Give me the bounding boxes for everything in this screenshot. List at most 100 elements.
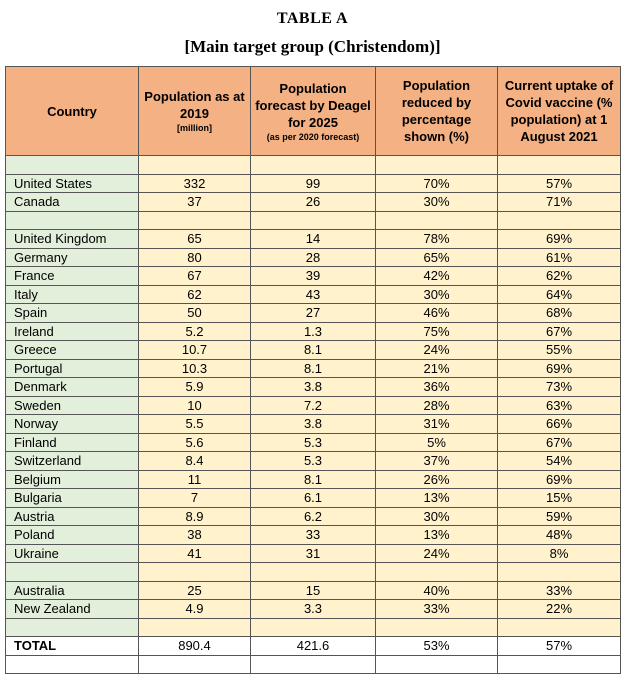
cell: 4.9 [138, 599, 251, 619]
table-row: Ukraine 41 31 24% 8% [5, 543, 621, 563]
cell: 65% [375, 247, 498, 267]
row-label: Bulgaria [5, 488, 139, 508]
cell: 24% [375, 543, 498, 563]
header-label: Population as at 2019 [144, 89, 245, 121]
cell: 15% [497, 488, 621, 508]
total-row: TOTAL 890.4 421.6 53% 57% [5, 636, 621, 656]
blank-cell [250, 210, 376, 230]
blank-cell [497, 654, 621, 674]
cell: 332 [138, 173, 251, 193]
cell: 37% [375, 451, 498, 471]
header-label: Population reduced by percentage shown (… [401, 78, 472, 144]
table-row: Canada 37 26 30% 71% [5, 192, 621, 212]
cell: 8.4 [138, 451, 251, 471]
row-label: Norway [5, 414, 139, 434]
cell: 68% [497, 303, 621, 323]
table-row: Australia 25 15 40% 33% [5, 580, 621, 600]
cell: 13% [375, 488, 498, 508]
table-row: United Kingdom 65 14 78% 69% [5, 229, 621, 249]
table-row: Finland 5.6 5.3 5% 67% [5, 432, 621, 452]
cell: 64% [497, 284, 621, 304]
blank-cell [5, 617, 139, 637]
cell: 38 [138, 525, 251, 545]
cell: 25 [138, 580, 251, 600]
cell: 3.8 [250, 377, 376, 397]
column-header: Population forecast by Deagel for 2025 (a… [250, 66, 376, 156]
blank-cell [138, 155, 251, 175]
header-label: Current uptake of Covid vaccine (% popul… [504, 78, 614, 144]
cell: 31 [250, 543, 376, 563]
cell: 13% [375, 525, 498, 545]
cell: 3.8 [250, 414, 376, 434]
cell: 27 [250, 303, 376, 323]
blank-row [5, 155, 621, 175]
blank-cell [250, 617, 376, 637]
header-label: Population forecast by Deagel for 2025 [255, 80, 371, 130]
blank-cell [375, 654, 498, 674]
cell: 41 [138, 543, 251, 563]
row-label: Greece [5, 340, 139, 360]
cell: 75% [375, 321, 498, 341]
cell: 26% [375, 469, 498, 489]
cell: 1.3 [250, 321, 376, 341]
blank-cell [138, 617, 251, 637]
table-row: New Zealand 4.9 3.3 33% 22% [5, 599, 621, 619]
blank-cell [250, 654, 376, 674]
cell: 11 [138, 469, 251, 489]
blank-cell [250, 562, 376, 582]
row-label: Finland [5, 432, 139, 452]
table-row: Denmark 5.9 3.8 36% 73% [5, 377, 621, 397]
cell: 69% [497, 358, 621, 378]
blank-cell [5, 654, 139, 674]
cell: 421.6 [250, 636, 376, 656]
cell: 15 [250, 580, 376, 600]
cell: 54% [497, 451, 621, 471]
blank-row [5, 562, 621, 582]
row-label: United Kingdom [5, 229, 139, 249]
cell: 7 [138, 488, 251, 508]
row-label: Italy [5, 284, 139, 304]
table-row: Greece 10.7 8.1 24% 55% [5, 340, 621, 360]
cell: 7.2 [250, 395, 376, 415]
table-row: Sweden 10 7.2 28% 63% [5, 395, 621, 415]
cell: 26 [250, 192, 376, 212]
blank-cell [497, 562, 621, 582]
cell: 8.1 [250, 340, 376, 360]
cell: 62 [138, 284, 251, 304]
column-header: Current uptake of Covid vaccine (% popul… [497, 66, 621, 156]
cell: 5.3 [250, 451, 376, 471]
table-row: France 67 39 42% 62% [5, 266, 621, 286]
cell: 99 [250, 173, 376, 193]
row-label: Portugal [5, 358, 139, 378]
cell: 6.1 [250, 488, 376, 508]
blank-cell [375, 210, 498, 230]
cell: 73% [497, 377, 621, 397]
cell: 8.1 [250, 469, 376, 489]
cell: 70% [375, 173, 498, 193]
row-label: Austria [5, 506, 139, 526]
cell: 33% [497, 580, 621, 600]
table-row: Switzerland 8.4 5.3 37% 54% [5, 451, 621, 471]
cell: 30% [375, 284, 498, 304]
cell: 37 [138, 192, 251, 212]
blank-row [5, 210, 621, 230]
blank-cell [497, 155, 621, 175]
blank-row [5, 654, 621, 674]
cell: 69% [497, 229, 621, 249]
cell: 36% [375, 377, 498, 397]
cell: 63% [497, 395, 621, 415]
table-row: Spain 50 27 46% 68% [5, 303, 621, 323]
row-label: Germany [5, 247, 139, 267]
cell: 69% [497, 469, 621, 489]
row-label: United States [5, 173, 139, 193]
table-row: Belgium 11 8.1 26% 69% [5, 469, 621, 489]
row-label: Australia [5, 580, 139, 600]
cell: 42% [375, 266, 498, 286]
cell: 5.3 [250, 432, 376, 452]
cell: 40% [375, 580, 498, 600]
table-row: Germany 80 28 65% 61% [5, 247, 621, 267]
table-row: Italy 62 43 30% 64% [5, 284, 621, 304]
blank-row [5, 617, 621, 637]
blank-cell [138, 210, 251, 230]
cell: 30% [375, 192, 498, 212]
